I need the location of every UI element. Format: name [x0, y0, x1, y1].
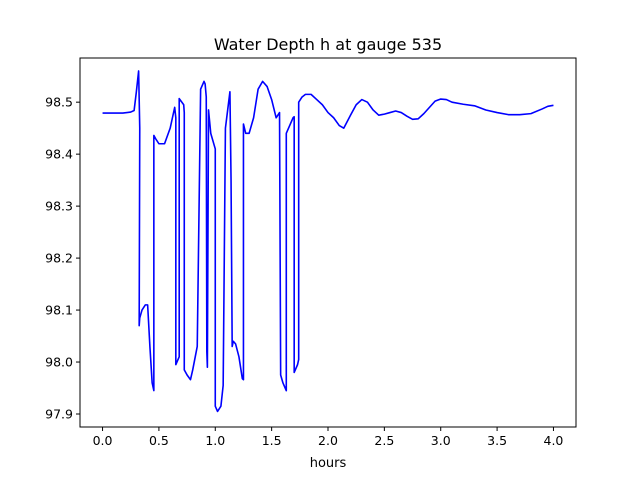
x-tick-label: 2.5 [374, 433, 394, 448]
chart-title: Water Depth h at gauge 535 [214, 35, 442, 54]
y-tick-label: 98.3 [45, 199, 73, 214]
x-tick-label: 2.0 [318, 433, 338, 448]
x-tick-label: 1.5 [262, 433, 282, 448]
series-line [102, 70, 554, 413]
x-tick-label: 0.5 [149, 433, 169, 448]
y-tick-label: 97.9 [45, 407, 73, 422]
y-tick-label: 98.5 [45, 95, 73, 110]
x-tick-label: 3.0 [431, 433, 451, 448]
x-tick-label: 1.0 [205, 433, 225, 448]
x-tick-label: 3.5 [487, 433, 507, 448]
plot-area [79, 57, 577, 428]
x-tick-label: 4.0 [544, 433, 564, 448]
y-tick-label: 98.1 [45, 303, 73, 318]
y-tick-label: 98.2 [45, 251, 73, 266]
x-axis-label: hours [310, 456, 347, 471]
y-tick-label: 98.0 [45, 355, 73, 370]
x-tick-label: 0.0 [93, 433, 113, 448]
y-axis: 97.9 98.0 98.1 98.2 98.3 98.4 98.5 [45, 95, 80, 422]
x-axis: 0.0 0.5 1.0 1.5 2.0 2.5 3.0 3.5 4.0 [93, 427, 564, 448]
y-tick-label: 98.4 [45, 147, 73, 162]
